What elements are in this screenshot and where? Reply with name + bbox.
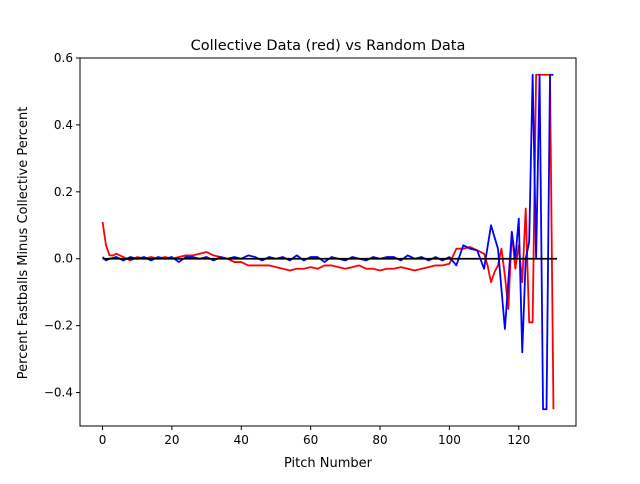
x-tick-label: 100 xyxy=(438,433,461,447)
y-tick-label: 0.4 xyxy=(54,118,73,132)
x-tick-label: 20 xyxy=(164,433,179,447)
x-tick-label: 120 xyxy=(507,433,530,447)
axes: 0 20 40 60 80 100 120 −0.4 −0.2 0.0 0.2 0.4 0.6 xyxy=(44,51,577,447)
x-tick-label: 40 xyxy=(234,433,249,447)
y-axis-label: Percent Fastballs Minus Collective Perce… xyxy=(16,107,31,380)
y-tick-label: −0.2 xyxy=(44,319,73,333)
blue-series-line xyxy=(101,73,554,411)
y-tick-label: 0.6 xyxy=(54,51,73,65)
plot-area xyxy=(101,73,557,411)
y-tick-label: 0.2 xyxy=(54,185,73,199)
y-tick-label: 0.0 xyxy=(54,252,73,266)
x-tick-label: 80 xyxy=(372,433,387,447)
series-group xyxy=(101,73,557,411)
x-tick-label: 60 xyxy=(303,433,318,447)
plot-frame xyxy=(79,57,577,427)
x-axis-label: Pitch Number xyxy=(284,456,373,471)
y-tick-label: −0.4 xyxy=(44,386,73,400)
chart-title: Collective Data (red) vs Random Data xyxy=(191,38,466,54)
x-tick-label: 0 xyxy=(99,433,107,447)
